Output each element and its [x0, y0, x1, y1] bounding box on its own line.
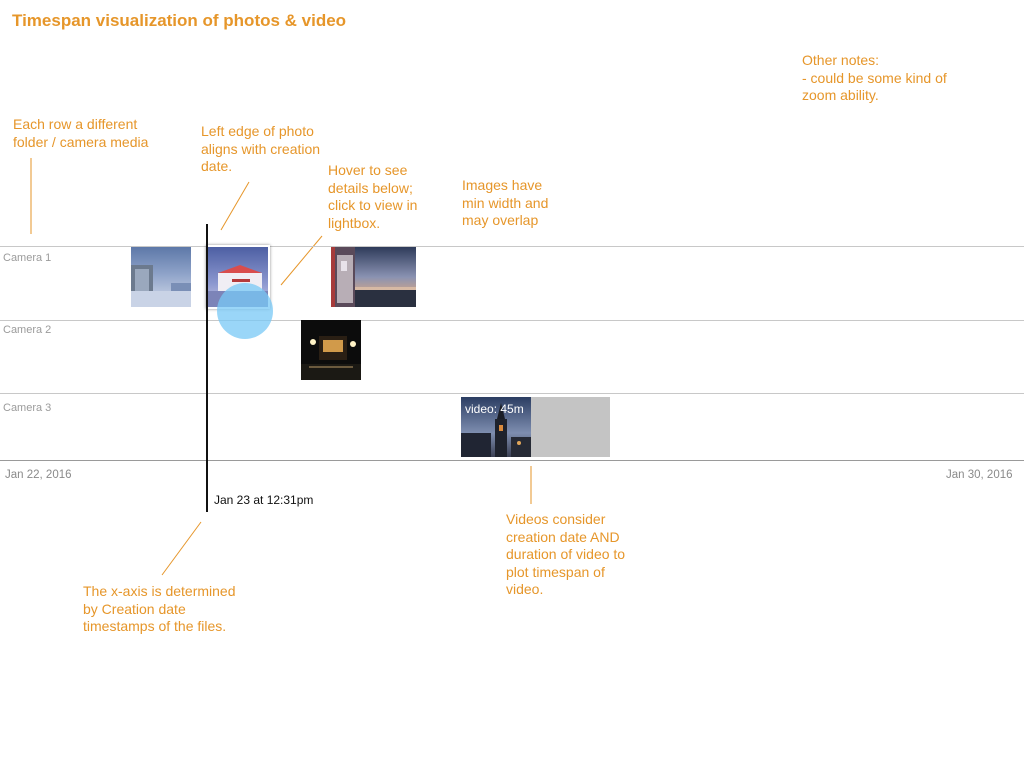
- note-line: min width and: [462, 194, 549, 211]
- timeline-cursor-label: Jan 23 at 12:31pm: [214, 493, 314, 507]
- photo-image: [131, 247, 191, 307]
- pointer-hover: [280, 235, 323, 286]
- photo-image: [301, 320, 361, 380]
- row-divider: [0, 320, 1024, 321]
- note-line: creation date AND: [506, 528, 620, 545]
- note-other: Other notes: - could be some kind of zoo…: [802, 52, 947, 105]
- note-line: zoom ability.: [802, 87, 879, 103]
- pointer-left-edge: [220, 181, 250, 231]
- row-label-camera-1: Camera 1: [3, 252, 52, 264]
- note-line: aligns with creation: [201, 140, 321, 157]
- x-axis-line: [0, 460, 1024, 461]
- note-xaxis: The x-axis is determined by Creation dat…: [83, 583, 236, 636]
- note-line: Videos consider: [506, 511, 606, 527]
- row-label-camera-3: Camera 3: [3, 402, 52, 414]
- video-thumbnail[interactable]: video: 45m: [461, 397, 531, 457]
- axis-end-label: Jan 30, 2016: [946, 469, 1013, 481]
- note-min-width: Images have min width and may overlap: [462, 177, 548, 230]
- row-label-camera-2: Camera 2: [3, 324, 52, 336]
- note-line: click to view in: [328, 197, 418, 213]
- timeline-cursor-line[interactable]: [206, 224, 208, 512]
- note-line: lightbox.: [328, 214, 381, 231]
- pointer-xaxis: [161, 521, 202, 576]
- note-line: details below;: [328, 179, 413, 196]
- photo-thumbnail[interactable]: [131, 247, 191, 307]
- video-duration-label: video: 45m: [465, 402, 524, 416]
- note-left-edge: Left edge of photo aligns with creation …: [201, 123, 320, 176]
- photo-thumbnail[interactable]: [355, 247, 416, 307]
- note-line: folder / camera media: [13, 133, 149, 150]
- note-line: duration of video to: [506, 546, 626, 562]
- note-line: The x-axis is determined: [83, 583, 236, 599]
- note-line: Images have: [462, 177, 543, 193]
- video-image: [461, 397, 531, 457]
- note-line: Other notes:: [802, 52, 880, 68]
- note-line: date.: [201, 158, 233, 174]
- note-rows: Each row a different folder / camera med…: [13, 116, 148, 151]
- photo-thumbnail[interactable]: [301, 320, 361, 380]
- hover-cursor-indicator: [217, 283, 273, 339]
- note-line: Left edge of photo: [201, 123, 314, 139]
- photo-thumbnail[interactable]: [331, 247, 355, 307]
- row-divider: [0, 393, 1024, 394]
- note-line: may overlap: [462, 212, 539, 228]
- note-line: timestamps of the files.: [83, 618, 227, 634]
- note-line: by Creation date: [83, 600, 186, 617]
- photo-image: [331, 247, 355, 307]
- note-line: plot timespan of: [506, 563, 605, 580]
- note-videos: Videos consider creation date AND durati…: [506, 511, 625, 599]
- note-line: video.: [506, 581, 544, 597]
- note-hover: Hover to see details below; click to vie…: [328, 162, 417, 232]
- note-line: - could be some kind of: [802, 69, 947, 86]
- note-line: Hover to see: [328, 162, 408, 178]
- page-title: Timespan visualization of photos & video: [12, 11, 347, 30]
- note-line: Each row a different: [13, 116, 138, 132]
- photo-image: [355, 247, 416, 307]
- axis-start-label: Jan 22, 2016: [5, 469, 72, 481]
- video-duration-span: [531, 397, 610, 457]
- row-divider: [0, 246, 1024, 247]
